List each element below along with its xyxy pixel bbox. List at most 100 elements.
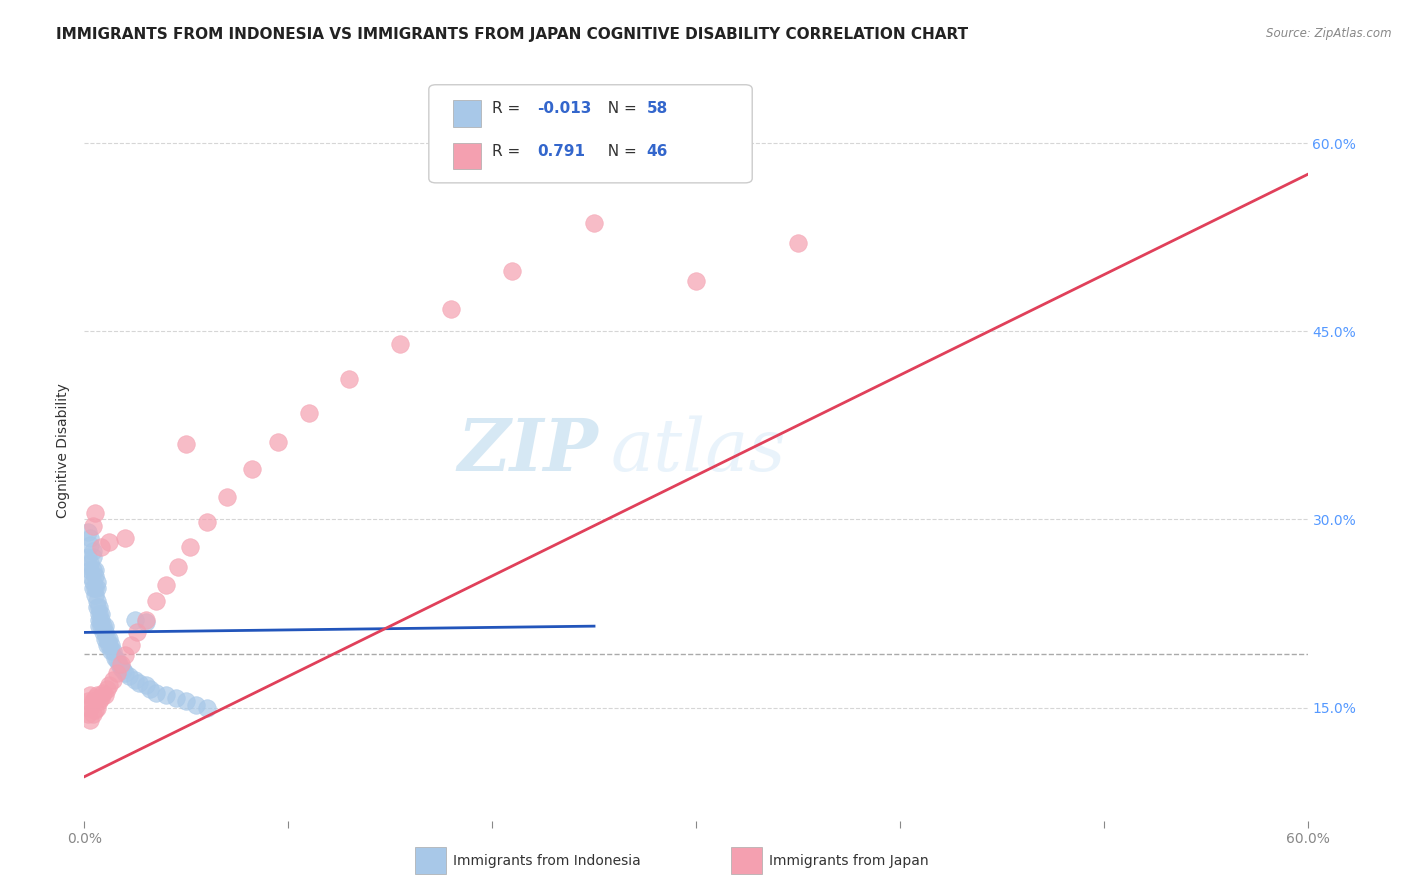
- Point: [114, 648, 136, 662]
- Point: [93, 625, 115, 640]
- Point: [86, 575, 108, 590]
- Point: [100, 638, 122, 652]
- Text: N =: N =: [598, 102, 641, 116]
- Point: [82, 706, 104, 721]
- Point: [174, 694, 197, 708]
- Point: [179, 540, 201, 554]
- Point: [82, 582, 104, 596]
- Point: [195, 515, 218, 529]
- Point: [82, 563, 104, 577]
- Point: [77, 694, 100, 708]
- Point: [267, 434, 290, 449]
- Point: [79, 688, 101, 702]
- Point: [77, 524, 100, 539]
- Point: [83, 582, 105, 596]
- Point: [298, 406, 321, 420]
- Point: [86, 594, 108, 608]
- Point: [105, 665, 128, 680]
- Point: [502, 264, 524, 278]
- Point: [174, 437, 197, 451]
- Text: -0.013: -0.013: [537, 102, 592, 116]
- Point: [93, 632, 115, 646]
- Point: [339, 372, 361, 386]
- Point: [118, 669, 141, 683]
- Point: [97, 632, 120, 646]
- Y-axis label: Cognitive Disability: Cognitive Disability: [56, 383, 70, 518]
- Point: [82, 544, 104, 558]
- Point: [82, 694, 104, 708]
- Point: [787, 236, 810, 251]
- Point: [389, 336, 412, 351]
- Point: [87, 619, 110, 633]
- Point: [83, 703, 105, 717]
- Point: [97, 678, 120, 692]
- Point: [86, 582, 108, 596]
- Point: [135, 678, 157, 692]
- Point: [93, 619, 115, 633]
- Point: [87, 607, 110, 621]
- Point: [77, 550, 100, 565]
- Point: [127, 625, 149, 640]
- Point: [583, 216, 606, 230]
- Point: [110, 660, 132, 674]
- Point: [83, 690, 105, 705]
- Text: Immigrants from Indonesia: Immigrants from Indonesia: [453, 854, 641, 868]
- Point: [135, 615, 157, 630]
- Point: [77, 706, 100, 721]
- Text: ZIP: ZIP: [457, 415, 598, 486]
- Point: [145, 686, 167, 700]
- Point: [97, 638, 120, 652]
- Point: [104, 650, 127, 665]
- Point: [97, 535, 120, 549]
- Point: [114, 531, 136, 545]
- Point: [82, 518, 104, 533]
- Point: [105, 653, 128, 667]
- Text: 46: 46: [647, 145, 668, 159]
- Point: [79, 557, 101, 571]
- Text: Immigrants from Japan: Immigrants from Japan: [769, 854, 929, 868]
- Point: [440, 301, 463, 316]
- Point: [87, 694, 110, 708]
- Point: [90, 619, 112, 633]
- Point: [82, 550, 104, 565]
- Point: [124, 673, 146, 687]
- Point: [79, 569, 101, 583]
- Point: [114, 665, 136, 680]
- Point: [110, 657, 132, 671]
- Point: [100, 644, 122, 658]
- Point: [165, 690, 187, 705]
- Point: [83, 563, 105, 577]
- Point: [195, 700, 218, 714]
- Point: [96, 638, 118, 652]
- Point: [145, 594, 167, 608]
- Point: [79, 538, 101, 552]
- Point: [135, 613, 157, 627]
- Point: [82, 575, 104, 590]
- Point: [86, 700, 108, 714]
- Point: [155, 578, 177, 592]
- Point: [83, 506, 105, 520]
- Text: Source: ZipAtlas.com: Source: ZipAtlas.com: [1267, 27, 1392, 40]
- Text: IMMIGRANTS FROM INDONESIA VS IMMIGRANTS FROM JAPAN COGNITIVE DISABILITY CORRELAT: IMMIGRANTS FROM INDONESIA VS IMMIGRANTS …: [56, 27, 969, 42]
- Point: [86, 688, 108, 702]
- Point: [101, 673, 124, 687]
- Text: atlas: atlas: [610, 415, 786, 486]
- Point: [120, 638, 142, 652]
- Point: [86, 600, 108, 615]
- Point: [83, 569, 105, 583]
- Point: [138, 681, 160, 696]
- Point: [108, 657, 131, 671]
- Text: 0.791: 0.791: [537, 145, 585, 159]
- Point: [96, 632, 118, 646]
- Point: [240, 462, 263, 476]
- Point: [112, 663, 135, 677]
- Point: [128, 675, 150, 690]
- Point: [685, 274, 707, 288]
- Point: [87, 600, 110, 615]
- Point: [87, 613, 110, 627]
- Point: [90, 540, 112, 554]
- Point: [167, 560, 190, 574]
- Point: [90, 690, 112, 705]
- Point: [155, 688, 177, 702]
- Point: [90, 607, 112, 621]
